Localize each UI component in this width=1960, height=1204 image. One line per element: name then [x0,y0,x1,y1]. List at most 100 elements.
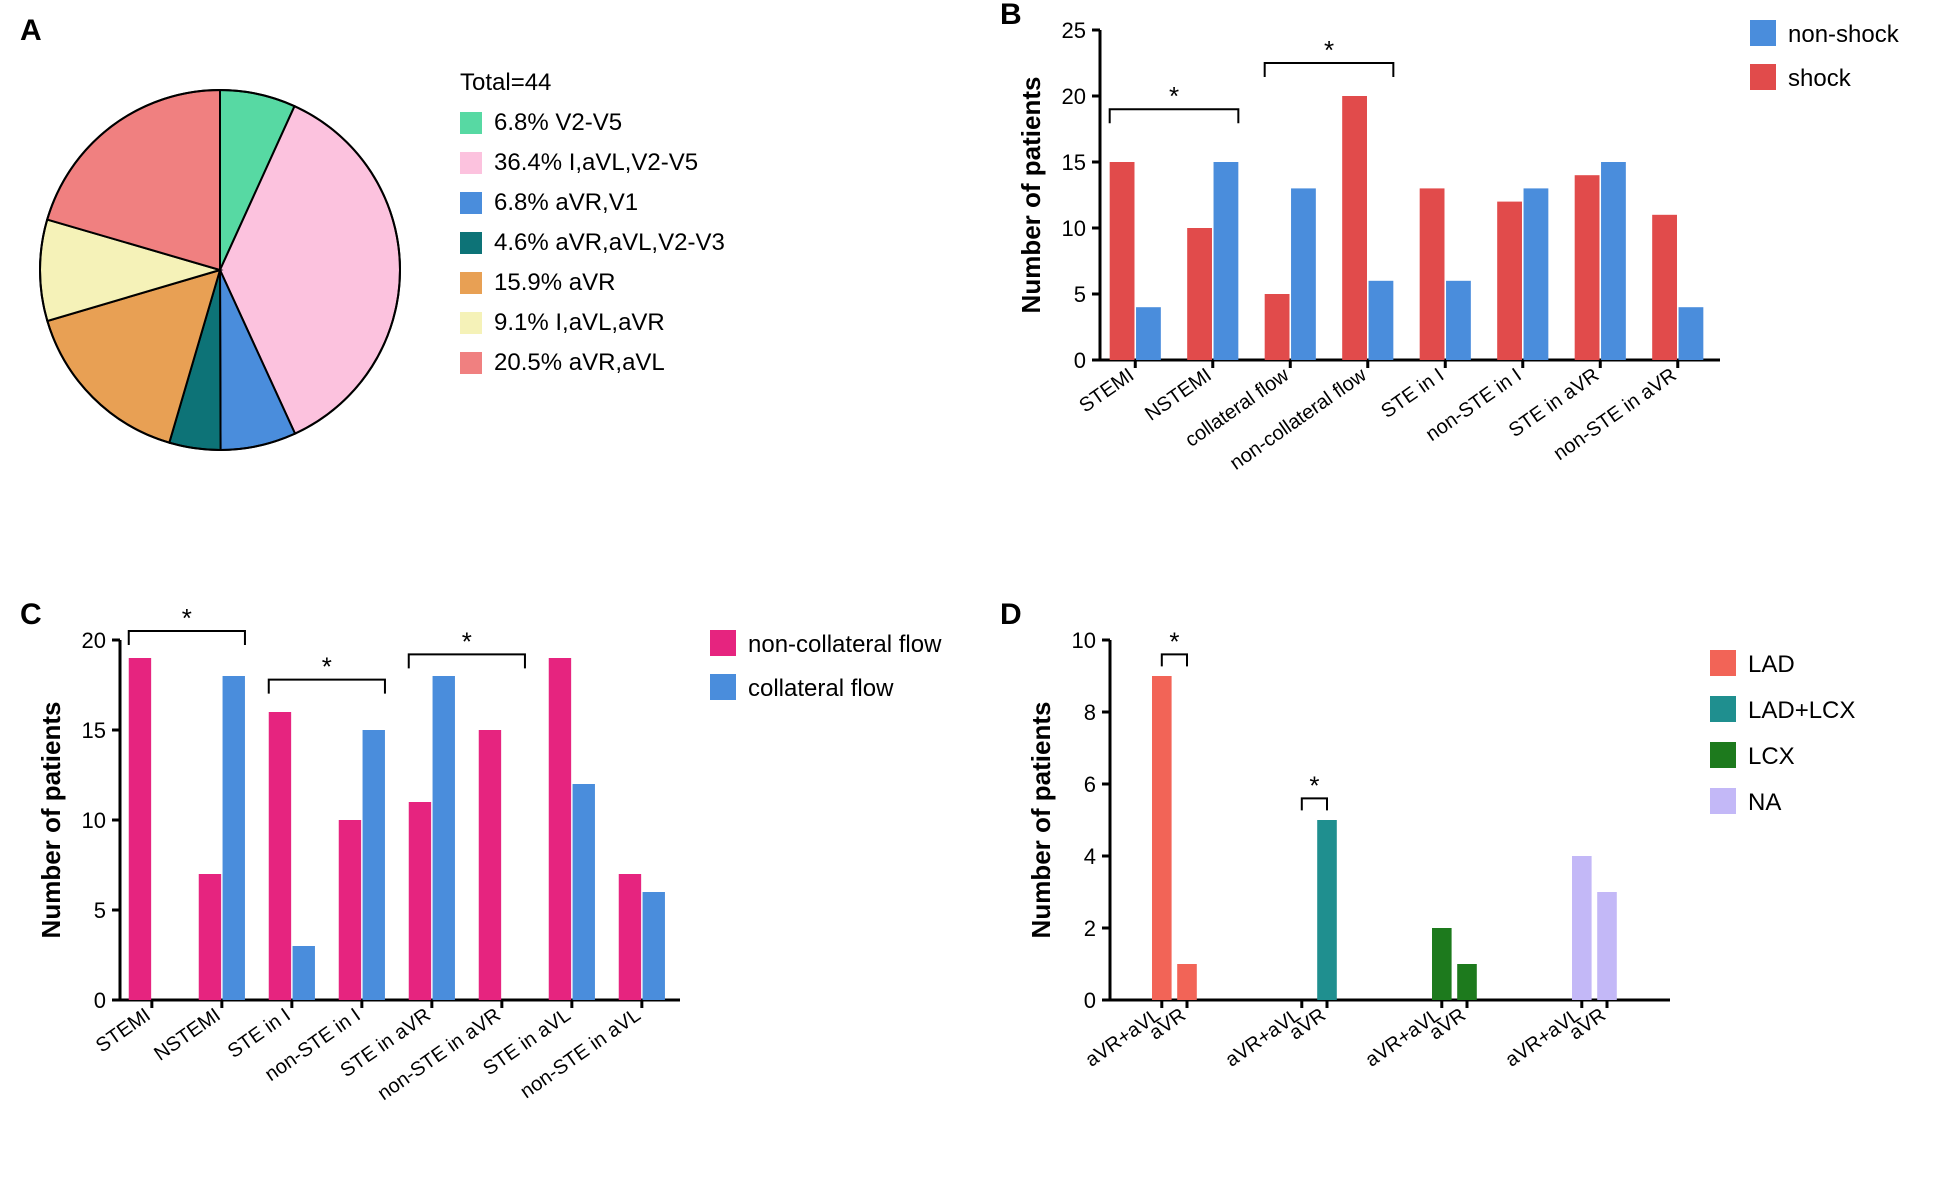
legend-swatch [460,192,482,214]
legend-label: LCX [1748,743,1795,770]
panel-letter: D [1000,598,1022,631]
legend-swatch [710,674,736,700]
x-tick-label: STE in I [1377,364,1448,423]
y-axis-label: Number of patients [1026,702,1056,939]
legend-label: 6.8% V2-V5 [494,109,622,136]
legend-swatch [460,232,482,254]
y-tick-label: 5 [1074,282,1086,307]
y-axis-label: Number of patients [36,702,66,939]
bar [409,802,431,1000]
x-tick-label: non-STE in aVR [374,1004,505,1105]
panel-b: BNumber of patients0510152025STEMINSTEMI… [1000,0,1940,520]
sig-star: * [1169,81,1179,111]
bar [1524,188,1549,360]
bar [1265,294,1290,360]
bar [269,712,291,1000]
y-tick-label: 4 [1084,844,1096,869]
bar [1679,307,1704,360]
bar [1601,162,1626,360]
sig-star: * [1169,626,1179,656]
legend-label: LAD+LCX [1748,697,1855,724]
bar [1432,928,1452,1000]
y-tick-label: 15 [82,718,106,743]
panel-c: CNumber of patients05101520STEMINSTEMIST… [20,600,940,1180]
bar [1597,892,1617,1000]
bar [1110,162,1135,360]
sig-bracket [409,654,525,668]
legend-label: LAD [1748,651,1795,678]
bar [1420,188,1445,360]
y-tick-label: 25 [1062,18,1086,43]
bar [1177,964,1197,1000]
y-tick-label: 10 [1062,216,1086,241]
y-tick-label: 0 [1074,348,1086,373]
pie-title: Total=44 [460,69,551,96]
legend-label: 4.6% aVR,aVL,V2-V3 [494,229,725,256]
y-tick-label: 10 [82,808,106,833]
bar [1497,202,1522,360]
bar [1572,856,1592,1000]
bar [363,730,385,1000]
legend-swatch [460,152,482,174]
bar [1342,96,1367,360]
bar [433,676,455,1000]
legend-label: collateral flow [748,675,894,702]
legend-swatch [460,352,482,374]
panel-a: ATotal=446.8% V2-V536.4% I,aVL,V2-V56.8%… [20,20,940,500]
sig-bracket [1110,109,1239,123]
y-tick-label: 10 [1072,628,1096,653]
sig-bracket [129,631,245,645]
y-tick-label: 5 [94,898,106,923]
bar [223,676,245,1000]
legend-label: non-shock [1788,21,1900,48]
sig-star: * [1324,35,1334,65]
panel-d: DNumber of patients0246810aVR+aVLaVRaVR+… [1000,600,1940,1180]
bar [1152,676,1172,1000]
bar [1317,820,1337,1000]
bar [1369,281,1394,360]
legend-swatch [1750,64,1776,90]
bar [129,658,151,1000]
bar [1214,162,1239,360]
legend-swatch [1750,20,1776,46]
y-tick-label: 8 [1084,700,1096,725]
bar [199,874,221,1000]
legend-label: 15.9% aVR [494,269,615,296]
y-tick-label: 0 [94,988,106,1013]
legend-swatch [460,312,482,334]
x-tick-label: non-STE in aVL [516,1004,644,1103]
legend-swatch [1710,742,1736,768]
y-tick-label: 20 [82,628,106,653]
y-axis-label: Number of patients [1016,77,1046,314]
y-tick-label: 2 [1084,916,1096,941]
legend-swatch [460,272,482,294]
panel-letter: B [1000,0,1022,31]
legend-swatch [710,630,736,656]
bar [293,946,315,1000]
legend-label: non-collateral flow [748,631,942,658]
sig-star: * [322,652,332,682]
sig-star: * [182,603,192,633]
bar [1291,188,1316,360]
bar [1652,215,1677,360]
bar [339,820,361,1000]
x-tick-label: NSTEMI [150,1004,225,1065]
panel-letter: C [20,598,42,631]
legend-label: 6.8% aVR,V1 [494,189,638,216]
bar [1187,228,1212,360]
bar [573,784,595,1000]
panel-letter: A [20,14,42,47]
legend-swatch [1710,696,1736,722]
bar [549,658,571,1000]
bar [1136,307,1161,360]
bar [1446,281,1471,360]
bar [1575,175,1600,360]
y-tick-label: 15 [1062,150,1086,175]
legend-swatch [1710,650,1736,676]
bar [479,730,501,1000]
y-tick-label: 20 [1062,84,1086,109]
sig-star: * [462,626,472,656]
bar [619,874,641,1000]
legend-swatch [460,112,482,134]
y-tick-label: 6 [1084,772,1096,797]
